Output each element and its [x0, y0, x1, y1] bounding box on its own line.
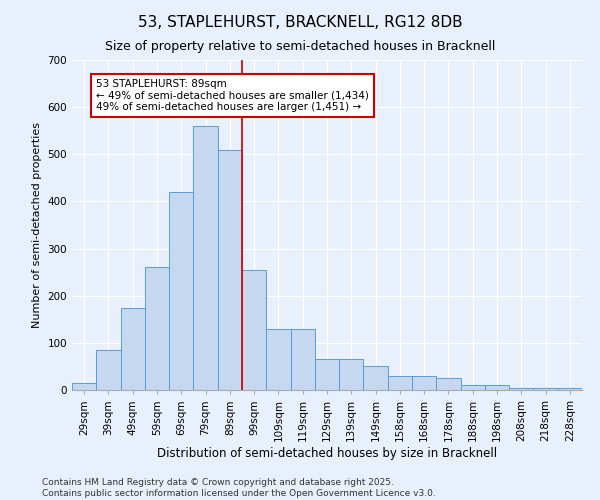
Text: 53 STAPLEHURST: 89sqm
← 49% of semi-detached houses are smaller (1,434)
49% of s: 53 STAPLEHURST: 89sqm ← 49% of semi-deta…: [96, 79, 369, 112]
Bar: [72, 383, 96, 390]
Bar: [242, 270, 266, 390]
Text: Contains HM Land Registry data © Crown copyright and database right 2025.
Contai: Contains HM Land Registry data © Crown c…: [42, 478, 436, 498]
Bar: [121, 308, 145, 390]
Bar: [145, 268, 169, 390]
Bar: [96, 350, 121, 390]
Bar: [266, 328, 290, 390]
Bar: [364, 366, 388, 390]
Bar: [193, 126, 218, 390]
Bar: [339, 360, 364, 390]
Bar: [218, 150, 242, 390]
Bar: [436, 378, 461, 390]
Bar: [169, 192, 193, 390]
Y-axis label: Number of semi-detached properties: Number of semi-detached properties: [32, 122, 42, 328]
Text: 53, STAPLEHURST, BRACKNELL, RG12 8DB: 53, STAPLEHURST, BRACKNELL, RG12 8DB: [137, 15, 463, 30]
Bar: [461, 386, 485, 390]
Bar: [533, 388, 558, 390]
Text: Size of property relative to semi-detached houses in Bracknell: Size of property relative to semi-detach…: [105, 40, 495, 53]
Bar: [315, 360, 339, 390]
Bar: [558, 388, 582, 390]
Bar: [412, 376, 436, 390]
Bar: [485, 386, 509, 390]
Bar: [509, 388, 533, 390]
Bar: [388, 376, 412, 390]
X-axis label: Distribution of semi-detached houses by size in Bracknell: Distribution of semi-detached houses by …: [157, 446, 497, 460]
Bar: [290, 328, 315, 390]
